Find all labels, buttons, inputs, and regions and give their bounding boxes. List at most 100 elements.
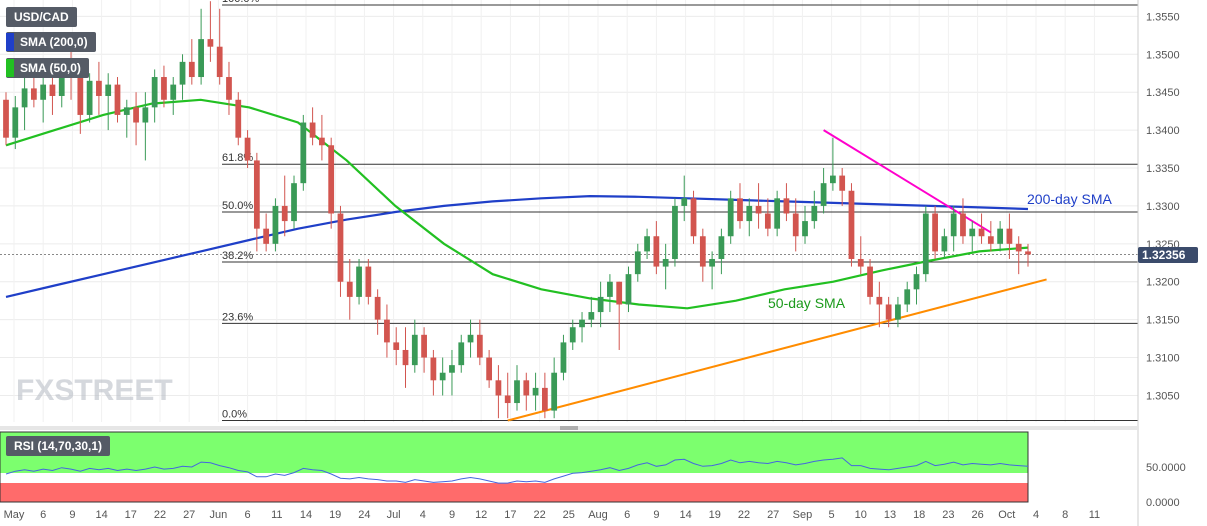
candle	[142, 92, 149, 161]
candle-body	[486, 357, 493, 381]
panel-splitter[interactable]	[0, 426, 1138, 430]
candle	[374, 289, 381, 335]
candle-body	[291, 183, 297, 222]
x-tick-label: 13	[884, 509, 896, 521]
x-tick-label: 14	[300, 509, 312, 521]
fib-level-label: 100.0%	[222, 0, 260, 5]
x-tick-label: 4	[1033, 509, 1039, 521]
date-axis: May 6 9 14 17 22 27 Jun 6 11 14 19 24 Jul 4 9 12 17 22 25 Au…	[4, 509, 1101, 521]
candle-body	[978, 228, 985, 237]
candle-body	[514, 380, 520, 404]
y-tick-label: 1.3100	[1146, 353, 1180, 365]
x-tick-label: 22	[154, 509, 166, 521]
candle	[830, 137, 836, 191]
candle-body	[625, 274, 632, 305]
candle-body	[439, 372, 446, 381]
last-price-tag: 1.32356	[1138, 247, 1198, 263]
candle	[430, 349, 437, 396]
candle	[393, 327, 400, 366]
candle	[783, 183, 790, 222]
support-trendline	[507, 278, 1047, 422]
candle-body	[244, 137, 251, 161]
legend-symbol[interactable]: USD/CAD	[6, 7, 77, 27]
candle	[402, 327, 409, 388]
candle-body	[960, 213, 966, 237]
candle	[913, 266, 920, 305]
x-tick-label: 12	[475, 509, 487, 521]
sma200-swatch	[6, 33, 14, 51]
candle	[346, 258, 353, 320]
candle	[411, 319, 418, 373]
y-tick-label: 1.3500	[1146, 49, 1180, 61]
candle-body	[820, 183, 827, 206]
candle	[532, 372, 539, 411]
x-tick-label: 22	[533, 509, 545, 521]
candle-body	[30, 88, 37, 100]
candle	[616, 281, 623, 350]
x-tick-label: 26	[971, 509, 983, 521]
candle	[449, 349, 455, 396]
candle-body	[105, 84, 112, 96]
legend-rsi[interactable]: RSI (14,70,30,1)	[6, 436, 111, 456]
candle-body	[523, 380, 530, 396]
candle-body	[932, 213, 938, 252]
y-tick-label: 1.3550	[1146, 11, 1180, 23]
legend-sma200[interactable]: SMA (200,0)	[6, 32, 96, 52]
x-tick-label: 27	[767, 509, 779, 521]
candle-body	[3, 99, 9, 138]
candle	[281, 175, 288, 237]
candle	[588, 296, 595, 328]
candle	[848, 183, 855, 267]
candle	[328, 137, 335, 229]
candle-body	[783, 198, 790, 214]
legend-sma50[interactable]: SMA (50,0)	[6, 58, 89, 78]
fibonacci-levels: 100.0%61.8%50.0%38.2%23.6%0.0%	[0, 0, 1138, 421]
candle-body	[811, 205, 818, 222]
candle-body	[672, 205, 678, 259]
y-tick-label: 1.3050	[1146, 390, 1180, 402]
candle-body	[458, 342, 465, 366]
candle	[12, 95, 19, 150]
candle-body	[504, 395, 511, 404]
candle	[467, 319, 474, 358]
candle	[551, 357, 558, 419]
candle-body	[764, 213, 771, 229]
candle-body	[727, 198, 734, 237]
candle-body	[142, 107, 149, 123]
candle	[151, 69, 158, 123]
candle-body	[941, 236, 948, 252]
y-tick-label: 1.3450	[1146, 87, 1180, 99]
candle-body	[384, 319, 390, 343]
candle	[384, 304, 390, 358]
candle	[263, 213, 270, 252]
x-tick-label: 6	[624, 509, 630, 521]
candle	[114, 77, 121, 123]
rsi-overbought-zone	[0, 432, 1028, 473]
candle-body	[467, 334, 474, 343]
y-tick-label: 1.3150	[1146, 315, 1180, 327]
x-tick-label: 24	[358, 509, 370, 521]
x-tick-label: 14	[679, 509, 691, 521]
candle	[123, 99, 130, 138]
candle	[802, 205, 808, 244]
sma200-annotation: 200-day SMA	[1027, 191, 1112, 207]
candle	[272, 198, 279, 252]
candle-body	[77, 77, 84, 115]
candle	[309, 107, 316, 146]
candle	[207, 1, 214, 62]
candle	[941, 228, 948, 259]
candle-body	[560, 342, 567, 373]
x-tick-label: 9	[449, 509, 455, 521]
candle	[672, 198, 678, 267]
candle-body	[913, 274, 920, 290]
candle	[867, 258, 873, 305]
candle	[718, 228, 725, 275]
candle	[662, 243, 669, 290]
candle-body	[411, 334, 418, 366]
candle	[319, 114, 325, 161]
candle	[523, 372, 530, 411]
candle	[987, 221, 994, 252]
candle-body	[40, 84, 47, 100]
x-tick-label: Jul	[387, 509, 401, 521]
